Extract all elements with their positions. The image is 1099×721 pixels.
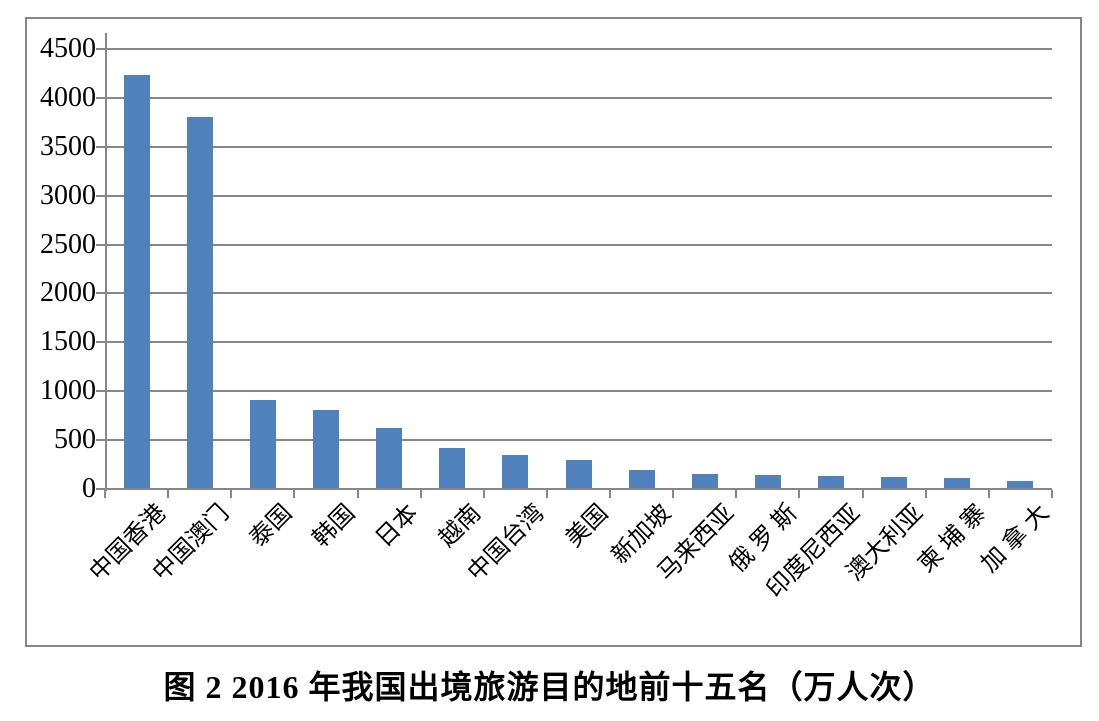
bar	[1007, 481, 1034, 489]
x-axis-tick	[104, 490, 106, 498]
x-axis-label: 美国	[560, 500, 613, 553]
y-axis-tick-label: 500	[54, 424, 96, 456]
gridline	[105, 96, 1052, 99]
bar	[439, 447, 466, 489]
y-axis-tick-label: 3500	[40, 130, 96, 162]
x-axis-tick	[293, 490, 296, 498]
bar	[818, 475, 845, 489]
y-axis-tick-label: 0	[82, 473, 96, 504]
bar	[754, 474, 781, 489]
bar	[691, 473, 718, 489]
gridline	[105, 390, 1052, 393]
y-axis-tick	[96, 488, 105, 490]
y-axis-tick	[96, 48, 105, 50]
x-axis-label: 加 拿 大	[977, 500, 1055, 578]
y-axis-tick	[96, 390, 105, 393]
y-axis-tick	[96, 341, 105, 344]
x-axis-tick	[609, 490, 612, 498]
y-axis-tick	[96, 243, 105, 246]
bar	[123, 75, 150, 489]
x-axis-tick	[861, 490, 864, 498]
bar	[881, 476, 908, 489]
x-axis-label: 越南	[434, 500, 487, 553]
x-axis-tick	[987, 490, 990, 498]
bar	[249, 400, 276, 489]
x-axis-label: 韩国	[308, 500, 361, 553]
x-axis-tick	[230, 490, 233, 498]
x-axis-tick	[419, 490, 422, 498]
y-axis-tick	[96, 145, 105, 148]
gridline	[105, 145, 1052, 148]
y-axis-tick-label: 3000	[40, 179, 96, 211]
x-axis-line	[105, 488, 1052, 490]
y-axis-line	[105, 33, 107, 491]
x-axis-tick	[924, 490, 927, 498]
x-axis-tick	[1051, 490, 1053, 498]
x-axis-tick	[482, 490, 485, 498]
y-axis-tick-label: 1000	[40, 375, 96, 407]
gridline	[105, 341, 1052, 344]
gridline	[105, 194, 1052, 197]
gridline	[105, 292, 1052, 295]
x-axis-label: 柬 埔 寨	[913, 500, 992, 578]
y-axis-tick-label: 4500	[40, 33, 96, 64]
gridline	[105, 48, 1052, 50]
x-axis-label: 泰国	[244, 500, 298, 553]
y-axis-tick	[96, 292, 105, 295]
bar	[186, 117, 213, 489]
y-axis-tick-label: 2500	[40, 228, 96, 260]
x-axis-tick	[798, 490, 801, 498]
x-axis-tick	[167, 490, 170, 498]
y-axis-tick	[96, 96, 105, 99]
bar	[944, 478, 971, 489]
x-axis-tick	[672, 490, 675, 498]
gridline	[105, 243, 1052, 246]
y-axis-tick	[96, 439, 105, 442]
y-axis-tick-label: 4000	[40, 81, 96, 113]
bar	[312, 409, 339, 489]
x-axis-label: 日本	[371, 500, 424, 553]
x-axis-tick	[356, 490, 359, 498]
figure-caption: 图 2 2016 年我国出境旅游目的地前十五名（万人次）	[163, 669, 936, 705]
x-axis-tick	[735, 490, 738, 498]
bar	[502, 454, 529, 489]
bar	[565, 459, 592, 489]
x-axis-tick	[545, 490, 548, 498]
y-axis-tick-label: 1500	[40, 326, 96, 358]
y-axis-tick	[96, 194, 105, 197]
bar	[628, 469, 655, 489]
y-axis-tick-label: 2000	[40, 277, 96, 309]
bar	[376, 428, 403, 489]
gridline	[105, 439, 1052, 442]
